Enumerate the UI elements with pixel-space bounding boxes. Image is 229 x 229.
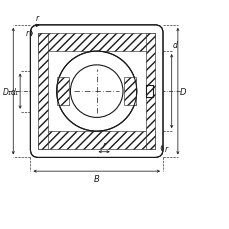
Circle shape [57, 52, 136, 132]
Text: r: r [25, 29, 28, 38]
Text: d₁: d₁ [11, 87, 19, 96]
Circle shape [70, 65, 123, 118]
Text: r: r [102, 140, 105, 149]
FancyBboxPatch shape [30, 26, 162, 158]
Bar [145, 34, 154, 150]
Bar [38, 132, 154, 150]
Text: r: r [35, 14, 38, 23]
Bar [124, 78, 135, 105]
Text: B: B [93, 174, 99, 183]
Text: D₁: D₁ [3, 87, 12, 96]
Text: r: r [164, 145, 167, 154]
Bar [145, 85, 153, 98]
Text: d: d [172, 41, 177, 50]
Bar [57, 78, 69, 105]
Bar [38, 34, 154, 52]
Bar [38, 34, 47, 150]
Text: D: D [179, 87, 186, 96]
